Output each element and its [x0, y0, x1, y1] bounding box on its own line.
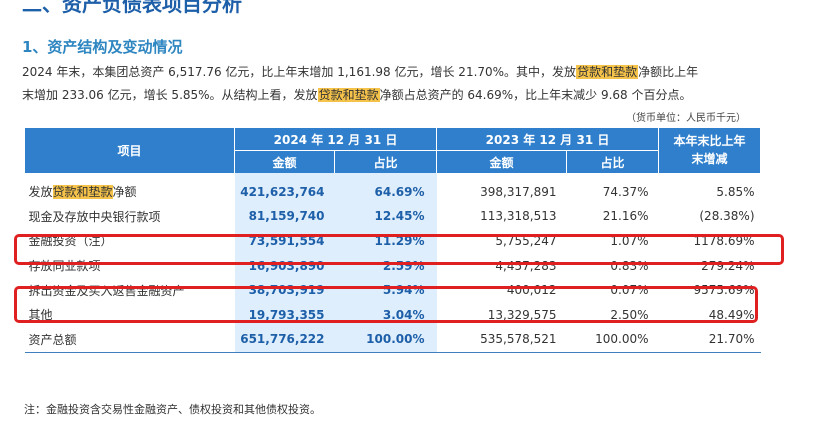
row-item-name: 现金及存放中央银行款项: [25, 204, 235, 229]
yoy-change: 5.85%: [716, 184, 755, 199]
row-item-text: 资产总额: [28, 332, 77, 347]
amount-2023: 535,578,521: [436, 327, 567, 353]
ratio-2023: 100.00%: [566, 327, 659, 353]
header-2023: 2023 年 12 月 31 日: [436, 127, 659, 151]
amount-2024: 421,623,764: [234, 173, 335, 205]
amount-2024: 38,703,919: [234, 277, 335, 303]
yoy-change: 1178.69%: [693, 233, 755, 248]
row-item-text: 金融投资（注）: [28, 234, 113, 249]
row-item-text: 其他: [28, 308, 53, 323]
section-title: 二、资产负债表项目分析: [22, 0, 242, 16]
yoy-change: 279.24%: [701, 258, 755, 273]
amount-2024: 19,793,355: [234, 302, 335, 328]
paragraph-line: 末增加 233.06 亿元，增长 5.85%。从结构上看，发放贷款和垫款净额占总…: [22, 84, 782, 107]
amount-2023: 13,329,575: [487, 307, 557, 322]
ratio-2024: 3.04%: [334, 302, 437, 328]
ratio-2023: 1.07%: [610, 233, 649, 248]
table-row: 其他 19,793,355 3.04% 13,329,575 2.50% 48.49%: [25, 302, 761, 328]
yoy-change: 48.49%: [708, 307, 755, 322]
row-item-text: 存放同业款项: [28, 259, 101, 274]
ratio-2024: 12.45%: [334, 204, 437, 229]
paragraph-text: 末增加 233.06 亿元，增长 5.85%。从结构上看，发放: [22, 88, 318, 102]
amount-2023: 4,457,283: [495, 258, 557, 273]
subsection-title: 1、资产结构及变动情况: [22, 38, 183, 56]
ratio-2024: 64.69%: [334, 173, 437, 205]
table-row: 金融投资（注） 73,591,554 11.29% 5,755,247 1.07% 117…: [25, 228, 761, 254]
highlighted-term: 贷款和垫款: [576, 65, 639, 79]
table-row: 现金及存放中央银行款项 81,159,740 12.45% 113,318,513 21…: [25, 204, 761, 229]
table-row: 发放贷款和垫款净额 421,623,764 64.69% 398,317,891 74.…: [25, 173, 761, 205]
yoy-change: 21.70%: [658, 327, 761, 353]
header-item: 项目: [24, 127, 235, 174]
amount-2023: 398,317,891: [480, 184, 557, 199]
header-2024-amount: 金额: [234, 150, 335, 173]
row-item-name: 金融投资（注）: [25, 229, 235, 254]
ratio-2024: 11.29%: [334, 228, 437, 254]
ratio-2024: 5.94%: [334, 277, 437, 303]
header-2024-ratio: 占比: [334, 150, 437, 173]
row-item-name: 存放同业款项: [25, 253, 235, 278]
amount-2024: 81,159,740: [234, 204, 335, 229]
ratio-2023: 0.83%: [610, 258, 649, 273]
header-2023-amount: 金额: [436, 150, 567, 173]
row-item-text: 现金及存放中央银行款项: [28, 209, 161, 224]
footnote: 注：金融投资含交易性金融资产、债权投资和其他债权投资。: [24, 403, 321, 416]
row-item-name: 发放贷款和垫款净额: [25, 173, 235, 204]
header-change: 本年末比上年末增减: [658, 127, 761, 174]
row-item-name: 资产总额: [24, 327, 235, 353]
ratio-2023: 74.37%: [602, 184, 649, 199]
row-item-name: 拆出资金及买入返售金融资产: [25, 278, 235, 303]
yoy-change: 9575.69%: [693, 283, 755, 298]
table-row: 存放同业款项 16,903,890 2.59% 4,457,283 0.83% 279.2…: [25, 253, 761, 278]
amount-2023: 400,012: [506, 283, 557, 298]
paragraph-line: 2024 年末，本集团总资产 6,517.76 亿元，比上年末增加 1,161.…: [22, 61, 782, 84]
amount-2023: 113,318,513: [480, 209, 557, 224]
highlighted-term: 贷款和垫款: [317, 88, 380, 102]
amount-2024: 16,903,890: [234, 253, 335, 278]
header-2024: 2024 年 12 月 31 日: [234, 127, 437, 151]
asset-structure-table: 项目 2024 年 12 月 31 日 2023 年 12 月 31 日 本年末…: [24, 127, 761, 353]
highlighted-term: 贷款和垫款: [52, 185, 113, 200]
yoy-change: (28.38%): [699, 209, 755, 224]
summary-paragraph: 2024 年末，本集团总资产 6,517.76 亿元，比上年末增加 1,161.…: [22, 61, 782, 107]
row-item-text: 发放: [28, 185, 53, 200]
paragraph-text: 2024 年末，本集团总资产 6,517.76 亿元，比上年末增加 1,161.…: [22, 65, 577, 79]
table-row: 拆出资金及买入返售金融资产 38,703,919 5.94% 400,012 0.07%…: [25, 277, 761, 303]
ratio-2023: 2.50%: [610, 307, 649, 322]
row-item-text: 净额: [112, 185, 137, 200]
unit-note: （货币单位：人民币千元）: [626, 113, 746, 124]
ratio-2023: 0.07%: [610, 283, 649, 298]
amount-2023: 5,755,247: [495, 233, 557, 248]
paragraph-text: 净额占总资产的 64.69%，比上年末减少 9.68 个百分点。: [379, 88, 692, 102]
paragraph-text: 净额比上年: [638, 65, 699, 79]
ratio-2023: 21.16%: [602, 209, 649, 224]
row-item-name: 其他: [25, 302, 235, 327]
amount-2024: 73,591,554: [234, 228, 335, 254]
header-2023-ratio: 占比: [566, 150, 659, 173]
table-row: 资产总额 651,776,222 100.00% 535,578,521 100.00%…: [24, 327, 761, 353]
amount-2024: 651,776,222: [234, 327, 335, 353]
header-change-label: 本年末比上年末增减: [673, 134, 746, 167]
ratio-2024: 100.00%: [334, 327, 437, 353]
ratio-2024: 2.59%: [334, 253, 437, 278]
row-item-text: 拆出资金及买入返售金融资产: [28, 283, 185, 298]
